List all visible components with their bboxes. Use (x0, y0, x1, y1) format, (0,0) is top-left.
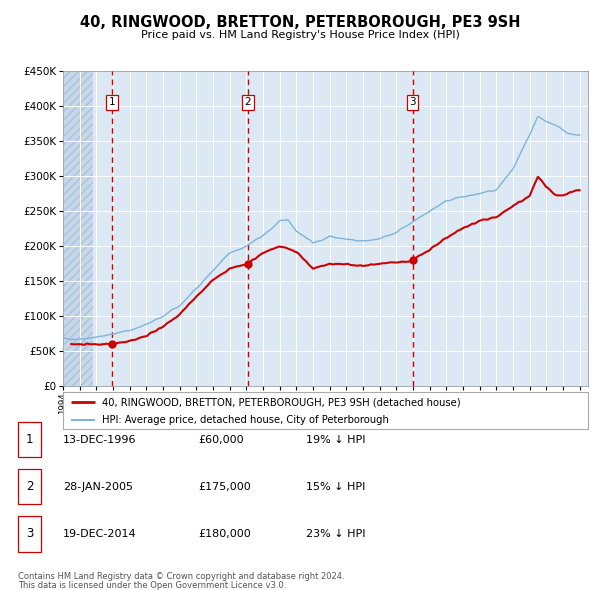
FancyBboxPatch shape (63, 392, 588, 429)
Bar (63, 71, 93, 386)
Text: HPI: Average price, detached house, City of Peterborough: HPI: Average price, detached house, City… (103, 415, 389, 425)
Bar (63, 71, 93, 386)
Text: £60,000: £60,000 (198, 435, 244, 444)
Text: This data is licensed under the Open Government Licence v3.0.: This data is licensed under the Open Gov… (18, 581, 286, 589)
Text: 3: 3 (26, 527, 33, 540)
Text: 15% ↓ HPI: 15% ↓ HPI (306, 482, 365, 491)
Text: 23% ↓ HPI: 23% ↓ HPI (306, 529, 365, 539)
Text: Price paid vs. HM Land Registry's House Price Index (HPI): Price paid vs. HM Land Registry's House … (140, 30, 460, 40)
Text: £180,000: £180,000 (198, 529, 251, 539)
Text: 2: 2 (26, 480, 33, 493)
Text: 40, RINGWOOD, BRETTON, PETERBOROUGH, PE3 9SH (detached house): 40, RINGWOOD, BRETTON, PETERBOROUGH, PE3… (103, 397, 461, 407)
Text: 1: 1 (109, 97, 116, 107)
Text: 2: 2 (244, 97, 251, 107)
Text: 3: 3 (409, 97, 416, 107)
Text: 1: 1 (26, 433, 33, 446)
Text: Contains HM Land Registry data © Crown copyright and database right 2024.: Contains HM Land Registry data © Crown c… (18, 572, 344, 581)
Text: 19-DEC-2014: 19-DEC-2014 (63, 529, 137, 539)
Text: 40, RINGWOOD, BRETTON, PETERBOROUGH, PE3 9SH: 40, RINGWOOD, BRETTON, PETERBOROUGH, PE3… (80, 15, 520, 30)
Text: 13-DEC-1996: 13-DEC-1996 (63, 435, 137, 444)
Text: 19% ↓ HPI: 19% ↓ HPI (306, 435, 365, 444)
Text: 28-JAN-2005: 28-JAN-2005 (63, 482, 133, 491)
Text: £175,000: £175,000 (198, 482, 251, 491)
